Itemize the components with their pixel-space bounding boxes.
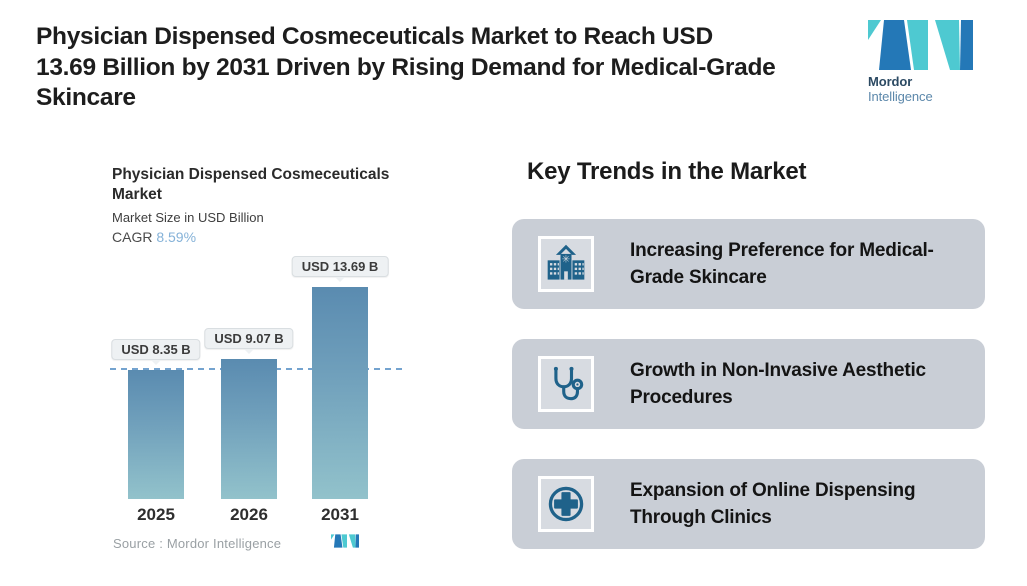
trend-card-text: Expansion of Online Dispensing Through C… <box>630 480 916 528</box>
bar-2026 <box>221 359 277 499</box>
bar-2025 <box>128 370 184 499</box>
trend-card-medical-grade-skincare: ✳ Increasing Preference for Medical-Grad… <box>512 219 985 309</box>
stethoscope-icon <box>538 356 594 412</box>
trend-card-text: Increasing Preference for Medical-Grade … <box>630 240 934 288</box>
axis-label-2026: 2026 <box>230 505 268 524</box>
bar-2031 <box>312 287 368 499</box>
bar-value-bubble: USD 9.07 B <box>204 328 294 349</box>
chart-subtitle: Market Size in USD Billion <box>112 210 264 225</box>
chart-title: Physician Dispensed Cosmeceuticals Marke… <box>112 166 390 203</box>
bubble-tail <box>244 349 254 354</box>
page-title: Physician Dispensed Cosmeceuticals Marke… <box>36 23 776 111</box>
mordor-intelligence-logo: Mordor Intelligence <box>868 20 978 104</box>
mordor-logo-icon <box>868 20 973 70</box>
trends-heading: Key Trends in the Market <box>527 158 807 185</box>
axis-label-2025: 2025 <box>137 505 175 524</box>
plus-circle-icon <box>538 476 594 532</box>
cagr-value: 8.59% <box>156 229 197 245</box>
trend-card-aesthetic-procedures: Growth in Non-Invasive Aesthetic Procedu… <box>512 339 985 429</box>
bubble-tail <box>151 360 161 365</box>
cagr-label: CAGR <box>112 229 157 245</box>
brand-wordmark: Mordor Intelligence <box>868 74 978 104</box>
trend-card-online-dispensing: Expansion of Online Dispensing Through C… <box>512 459 985 549</box>
axis-label-2031: 2031 <box>321 505 359 524</box>
bar-value-bubble: USD 13.69 B <box>291 256 389 277</box>
chart-cagr: CAGR 8.59% <box>112 229 196 245</box>
bubble-tail <box>335 277 345 282</box>
brand-word-mordor: Mordor <box>868 74 913 89</box>
trend-card-text: Growth in Non-Invasive Aesthetic Procedu… <box>630 360 926 408</box>
mini-logo-icon <box>331 531 359 556</box>
source-note: Source : Mordor Intelligence <box>113 536 282 551</box>
bar-value-bubble: USD 8.35 B <box>111 339 201 360</box>
hospital-icon: ✳ <box>538 236 594 292</box>
brand-word-intelligence: Intelligence <box>868 89 933 104</box>
bar-chart: USD 8.35 B 2025 USD 9.07 B 2026 USD 13.69 B 2… <box>110 250 407 530</box>
svg-text:✳: ✳ <box>562 255 570 266</box>
